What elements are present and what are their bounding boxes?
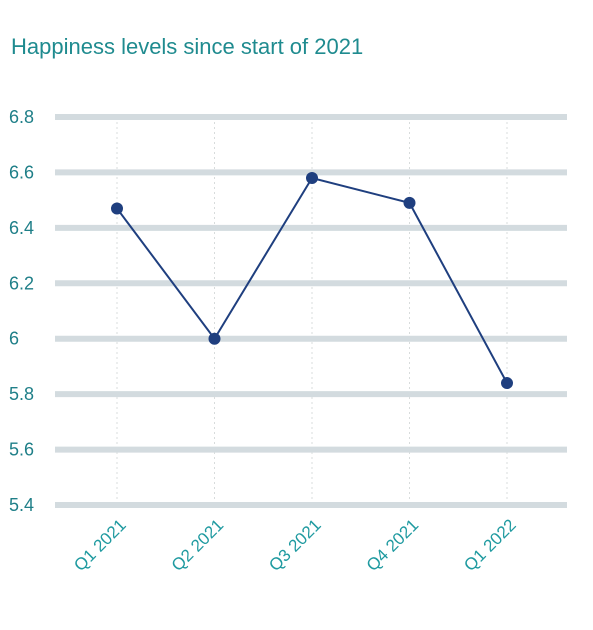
x-tick-label: Q1 2021 — [70, 515, 130, 575]
y-tick-label: 5.6 — [9, 440, 34, 460]
y-axis-ticks: 6.8 6.6 6.4 6.2 6 5.8 5.6 5.4 — [9, 107, 34, 515]
x-tick-label: Q4 2021 — [363, 515, 423, 575]
y-tick-label: 5.8 — [9, 384, 34, 404]
data-point — [111, 202, 123, 215]
y-tick-label: 6.6 — [9, 162, 34, 182]
data-point — [403, 196, 416, 209]
data-point — [208, 332, 221, 345]
chart-title: Happiness levels since start of 2021 — [11, 34, 364, 59]
x-tick-label: Q2 2021 — [168, 515, 228, 575]
x-tick-label: Q1 2022 — [460, 515, 520, 575]
y-tick-label: 5.4 — [9, 495, 34, 515]
data-point — [501, 377, 513, 390]
x-tick-label: Q3 2021 — [265, 515, 325, 575]
x-axis-ticks: Q1 2021 Q2 2021 Q3 2021 Q4 2021 Q1 2022 — [70, 515, 520, 575]
y-tick-label: 6.2 — [9, 273, 34, 293]
data-series — [111, 171, 513, 390]
y-tick-label: 6.8 — [9, 107, 34, 127]
data-point — [306, 171, 318, 184]
y-tick-label: 6 — [9, 329, 19, 349]
y-tick-label: 6.4 — [9, 218, 34, 238]
